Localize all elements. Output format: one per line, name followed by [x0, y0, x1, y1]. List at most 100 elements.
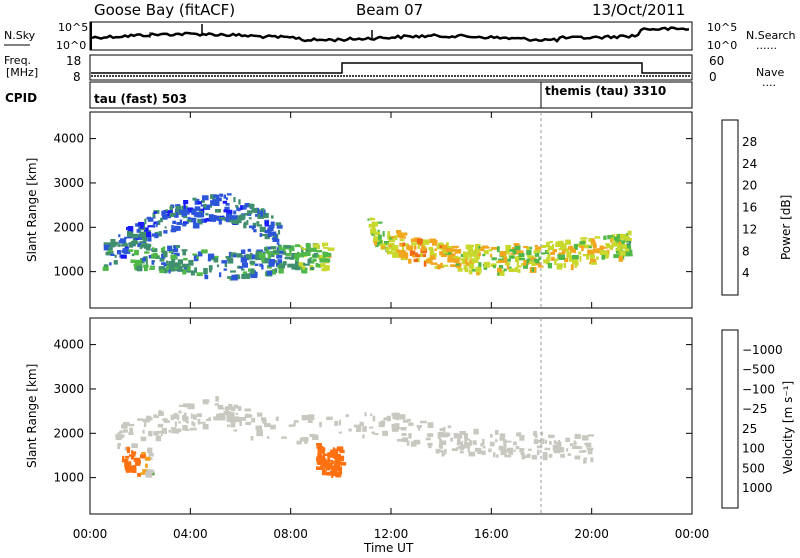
data-cell [218, 407, 225, 410]
data-cell [199, 421, 206, 424]
data-cell [173, 248, 179, 253]
data-cell [139, 231, 147, 238]
data-cell [249, 252, 253, 257]
data-cell [185, 421, 189, 424]
data-cell [172, 249, 175, 252]
data-cell [160, 217, 163, 223]
data-cell [438, 265, 444, 269]
data-cell [322, 243, 325, 247]
data-cell [173, 252, 180, 257]
data-cell [289, 249, 292, 254]
data-cell [264, 221, 269, 227]
data-cell [309, 257, 312, 260]
data-cell [211, 218, 216, 222]
data-cell [194, 211, 202, 217]
data-cell [596, 256, 599, 260]
data-cell [377, 221, 383, 224]
data-cell [117, 443, 120, 450]
data-cell [176, 414, 180, 421]
cpid-right-label: themis (tau) 3310 [545, 84, 666, 98]
data-cell [531, 267, 534, 272]
data-cell [241, 254, 244, 258]
data-cell [603, 235, 607, 240]
data-cell [331, 472, 334, 478]
data-cell [465, 261, 470, 267]
data-cell [590, 457, 594, 463]
data-cell [214, 403, 220, 406]
data-cell [317, 447, 325, 452]
data-cell [451, 448, 458, 451]
data-cell [542, 454, 548, 461]
data-cell [464, 268, 468, 272]
x-tick-label: 16:00 [474, 527, 509, 541]
data-cell [197, 201, 202, 205]
data-cell [291, 263, 296, 270]
data-cell [232, 416, 240, 423]
data-cell [131, 443, 138, 448]
data-cell [439, 445, 443, 449]
data-cell [148, 415, 151, 418]
data-cell [134, 249, 139, 256]
data-cell [147, 217, 154, 222]
data-cell [231, 219, 238, 224]
data-cell [523, 246, 529, 249]
data-cell [172, 220, 177, 225]
data-cell [537, 440, 542, 443]
data-cell [599, 250, 606, 255]
data-cell [420, 420, 427, 424]
data-cell [408, 433, 412, 439]
data-cell [620, 234, 628, 237]
data-cell [476, 270, 480, 276]
data-cell [464, 433, 468, 439]
data-cell [460, 446, 464, 450]
data-cell [424, 245, 427, 249]
data-cell [117, 243, 120, 247]
data-cell [252, 260, 256, 265]
data-cell [251, 206, 254, 212]
data-cell [399, 239, 405, 242]
data-cell [464, 438, 467, 444]
data-cell [442, 264, 449, 267]
data-cell [231, 406, 236, 411]
data-cell [168, 261, 172, 266]
data-cell [144, 456, 151, 461]
data-cell [158, 231, 162, 237]
data-cell [281, 248, 286, 252]
data-cell [611, 234, 615, 238]
data-cell [170, 414, 175, 421]
data-cell [379, 243, 386, 247]
data-cell [543, 259, 550, 264]
data-cell [540, 252, 546, 255]
data-cell [331, 466, 338, 473]
data-cell [189, 427, 197, 431]
data-cell [127, 226, 134, 232]
data-cell [329, 452, 334, 458]
data-cell [178, 410, 182, 414]
data-cell [294, 253, 300, 260]
data-cell [531, 454, 537, 460]
data-cell [148, 255, 153, 259]
data-cell [580, 237, 588, 240]
data-cell [618, 247, 622, 251]
data-cell [238, 218, 242, 224]
data-cell [482, 450, 486, 455]
data-cell [244, 408, 251, 412]
data-cell [613, 254, 620, 258]
data-cell [538, 256, 542, 260]
data-cell [127, 231, 132, 234]
data-cell [429, 238, 436, 244]
data-cell [322, 453, 329, 457]
data-cell [417, 244, 420, 249]
data-cell [474, 447, 482, 452]
data-cell [519, 435, 525, 441]
data-cell [249, 260, 253, 264]
x-tick-label: 08:00 [273, 527, 308, 541]
data-cell [216, 264, 220, 268]
data-cell [459, 450, 464, 454]
data-cell [167, 245, 173, 252]
data-cell [245, 273, 251, 279]
data-cell [121, 249, 125, 253]
data-cell [374, 241, 377, 246]
data-cell [276, 242, 280, 245]
data-cell [612, 241, 619, 247]
